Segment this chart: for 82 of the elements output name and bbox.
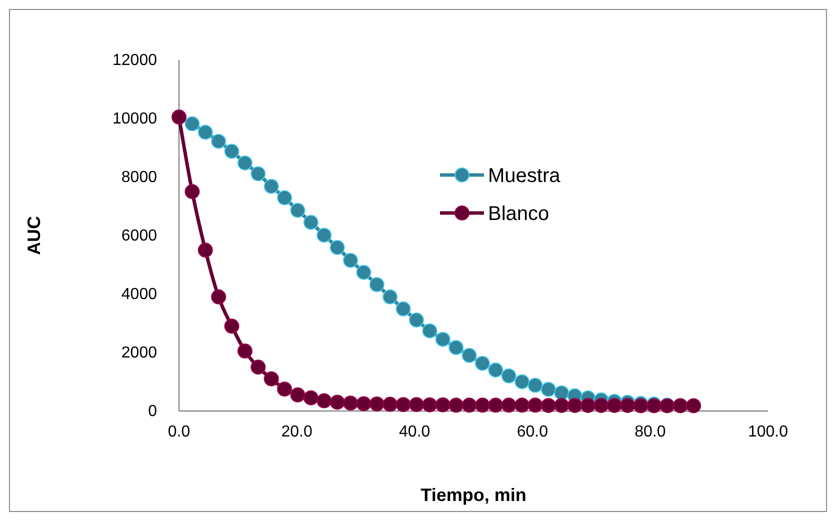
- point: [488, 362, 504, 378]
- point: [554, 385, 570, 400]
- point: [211, 289, 226, 304]
- point: [303, 214, 318, 230]
- legend-label: Muestra: [488, 165, 562, 187]
- point: [488, 398, 504, 413]
- point: [250, 360, 266, 375]
- point: [369, 396, 384, 412]
- x-tick-label: 40.0: [399, 423, 430, 440]
- y-tick-label: 4000: [121, 286, 158, 304]
- point: [396, 397, 411, 412]
- point: [250, 166, 266, 182]
- point: [435, 397, 450, 412]
- point: [540, 382, 556, 397]
- point: [528, 398, 543, 413]
- x-tick-label: 0.0: [168, 423, 190, 440]
- point: [462, 398, 477, 413]
- point: [606, 398, 622, 413]
- point: [528, 378, 543, 393]
- y-tick-label: 12000: [112, 52, 158, 70]
- point: [277, 382, 292, 397]
- point: [448, 398, 464, 413]
- point: [198, 124, 213, 140]
- point: [540, 398, 556, 413]
- point: [224, 318, 240, 334]
- point: [686, 398, 702, 414]
- x-tick-label: 100.0: [748, 423, 788, 440]
- point: [567, 398, 582, 413]
- point: [237, 344, 252, 359]
- point: [198, 242, 213, 258]
- point: [594, 398, 609, 413]
- point: [462, 348, 477, 363]
- point: [580, 398, 596, 413]
- point: [448, 340, 464, 356]
- point: [408, 397, 424, 412]
- x-tick-label: 20.0: [281, 423, 312, 440]
- point: [422, 397, 438, 412]
- point: [264, 178, 279, 194]
- point: [382, 289, 398, 304]
- point: [330, 394, 345, 410]
- x-tick-label: 80.0: [634, 423, 666, 440]
- point: [501, 398, 516, 413]
- point: [474, 398, 490, 413]
- point: [211, 134, 226, 149]
- y-tick-label: 8000: [121, 169, 158, 186]
- point: [316, 393, 332, 408]
- point: [501, 368, 516, 384]
- point: [277, 190, 292, 206]
- point: [184, 116, 200, 132]
- point: [474, 356, 490, 371]
- point: [356, 264, 372, 280]
- point: [422, 323, 438, 338]
- point: [514, 398, 530, 413]
- point: [554, 398, 570, 413]
- point: [330, 240, 345, 255]
- legend-label: Blanco: [488, 203, 550, 225]
- y-tick-label: 10000: [112, 110, 158, 128]
- point: [369, 277, 384, 292]
- x-tick-label: 60.0: [516, 423, 548, 440]
- x-axis-title: Tiempo, min: [420, 485, 526, 505]
- y-tick-label: 2000: [121, 344, 158, 362]
- point: [396, 301, 411, 316]
- y-tick-label: 6000: [121, 228, 158, 245]
- point: [184, 184, 200, 200]
- point: [316, 228, 332, 243]
- point: [620, 398, 636, 413]
- point: [172, 110, 186, 125]
- point: [224, 144, 240, 159]
- point: [514, 374, 530, 390]
- point: [237, 155, 252, 170]
- point: [290, 387, 306, 402]
- point: [382, 396, 398, 412]
- point: [264, 371, 279, 386]
- point: [343, 396, 358, 411]
- point: [356, 396, 372, 412]
- point: [303, 390, 318, 406]
- y-tick-label: 0: [148, 403, 158, 420]
- point: [343, 252, 358, 268]
- point: [290, 202, 306, 218]
- y-axis-title: AUC: [24, 216, 44, 255]
- point: [435, 332, 450, 347]
- point: [408, 312, 424, 328]
